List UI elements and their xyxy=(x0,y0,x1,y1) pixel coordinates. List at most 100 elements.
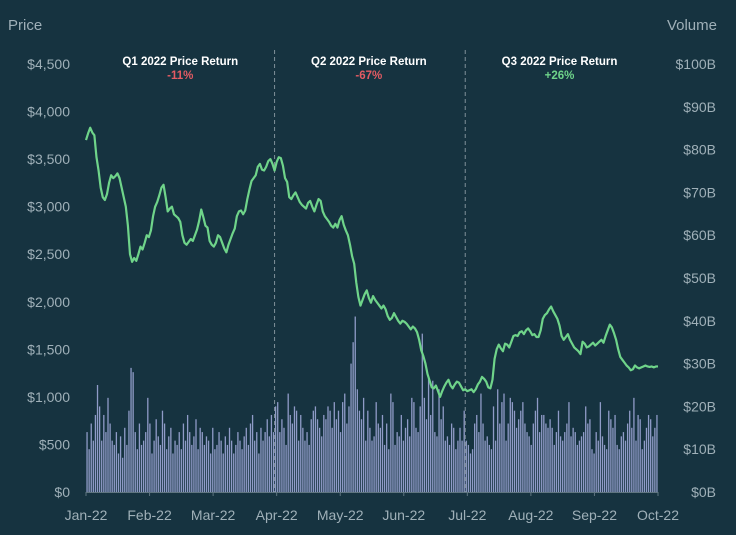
volume-bar xyxy=(279,432,281,492)
volume-bar xyxy=(136,449,138,492)
volume-bar xyxy=(191,444,193,492)
volume-bar xyxy=(568,402,570,492)
volume-bar xyxy=(247,444,250,492)
volume-bar xyxy=(115,432,118,492)
volume-bar xyxy=(501,402,503,492)
volume-bar xyxy=(203,444,206,492)
volume-bar xyxy=(606,449,608,492)
volume-bar xyxy=(323,414,325,492)
volume-bar xyxy=(350,363,352,492)
x-axis-ticks: Jan-22 Feb-22 Mar-22 Apr-22 May-22 Jun-22 Jul-… xyxy=(65,492,679,523)
x-tick-label: May-22 xyxy=(317,507,364,523)
left-axis-title: Price xyxy=(8,17,42,34)
volume-bar xyxy=(377,423,379,492)
volume-bar xyxy=(142,440,145,492)
volume-bar xyxy=(151,453,153,492)
volume-bar xyxy=(218,432,220,492)
volume-bar xyxy=(325,419,327,492)
volume-bar xyxy=(522,402,524,492)
volume-bar xyxy=(94,414,97,492)
volume-bar xyxy=(113,444,115,492)
volume-bar xyxy=(610,419,612,492)
left-tick-label: $2,000 xyxy=(27,294,70,310)
volume-bar xyxy=(193,436,195,492)
volume-bar xyxy=(335,419,338,492)
volume-bar xyxy=(400,414,402,492)
volume-bar xyxy=(442,406,444,492)
volume-bar xyxy=(436,436,438,492)
volume-bar xyxy=(293,406,296,492)
right-tick-label: $100B xyxy=(676,56,716,72)
volume-bar xyxy=(220,440,222,492)
volume-bar xyxy=(386,423,388,492)
quarter-return-value: +26% xyxy=(545,70,575,82)
volume-bar xyxy=(430,414,432,492)
volume-bar xyxy=(601,436,604,492)
volume-bar xyxy=(327,406,329,492)
volume-bar xyxy=(128,410,130,492)
quarter-return-title: Q1 2022 Price Return xyxy=(122,56,238,68)
volume-bar xyxy=(216,444,218,492)
volume-bar xyxy=(618,449,620,492)
volume-bar xyxy=(620,436,622,492)
volume-bar xyxy=(367,410,369,492)
volume-bar xyxy=(396,432,398,492)
volume-bar xyxy=(122,457,124,492)
volume-bar xyxy=(421,333,423,492)
volume-bar xyxy=(434,432,436,492)
x-tick-label: Apr-22 xyxy=(256,507,298,523)
volume-bar xyxy=(195,419,197,492)
volume-bar xyxy=(352,342,354,492)
volume-bar xyxy=(553,444,555,492)
volume-bar xyxy=(207,440,210,492)
volume-bar xyxy=(369,427,371,492)
volume-bar xyxy=(274,406,277,492)
x-tick-label: Mar-22 xyxy=(191,507,236,523)
volume-bar xyxy=(277,402,279,492)
x-tick-label: Jul-22 xyxy=(448,507,486,523)
volume-bar xyxy=(520,410,522,492)
volume-bar xyxy=(371,440,373,492)
right-axis-ticks: $0B $10B $20B $30B $40B $50B $60B $70B $80B $90B $… xyxy=(676,56,716,500)
volume-bar xyxy=(650,419,652,492)
volume-bar xyxy=(153,440,155,492)
volume-bar xyxy=(163,423,166,492)
volume-bars xyxy=(86,316,658,492)
volume-bar xyxy=(189,432,191,492)
volume-bar xyxy=(109,423,111,492)
volume-bar xyxy=(383,444,386,492)
volume-bar xyxy=(321,436,323,492)
right-tick-label: $70B xyxy=(683,184,716,200)
volume-bar xyxy=(251,414,254,492)
volume-bar xyxy=(576,444,578,492)
volume-bar xyxy=(507,423,509,492)
volume-bar xyxy=(224,436,226,492)
volume-bar xyxy=(111,440,113,492)
volume-bar xyxy=(256,432,258,492)
volume-bar xyxy=(98,406,101,492)
volume-bar xyxy=(599,402,602,492)
x-tick-label: Aug-22 xyxy=(508,507,553,523)
volume-bar xyxy=(105,432,107,492)
volume-bar xyxy=(626,423,629,492)
volume-bar xyxy=(450,423,453,492)
volume-bar xyxy=(394,444,396,492)
volume-bar xyxy=(616,444,618,492)
quarter-return-title: Q3 2022 Price Return xyxy=(502,56,618,68)
volume-bar xyxy=(465,440,467,492)
volume-bar xyxy=(476,414,478,492)
volume-bar xyxy=(432,380,434,492)
volume-bar xyxy=(243,436,245,492)
left-tick-label: $2,500 xyxy=(27,246,70,262)
volume-bar xyxy=(622,432,625,492)
volume-bar xyxy=(484,440,486,492)
volume-bar xyxy=(329,410,331,492)
volume-bar xyxy=(92,440,94,492)
volume-bar xyxy=(287,393,289,492)
volume-bar xyxy=(453,427,455,492)
volume-bar xyxy=(337,410,340,492)
volume-bar xyxy=(557,410,560,492)
volume-bar xyxy=(124,427,126,492)
volume-bar xyxy=(440,419,442,492)
volume-bar xyxy=(310,419,312,492)
